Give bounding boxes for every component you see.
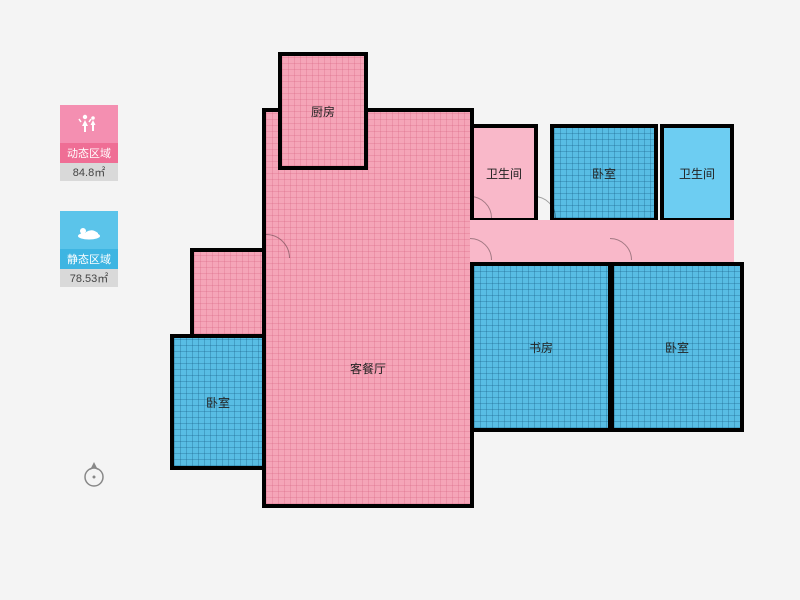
room-label: 厨房 <box>311 103 335 120</box>
room-kitchen: 厨房 <box>278 52 368 170</box>
compass-icon <box>80 460 108 488</box>
room-living_ext <box>190 248 270 338</box>
legend: 动态区域 84.8㎡ 静态区域 78.53㎡ <box>60 105 118 317</box>
room-label: 卧室 <box>665 339 689 356</box>
static-zone-value: 78.53㎡ <box>60 269 118 287</box>
room-corridor <box>470 220 734 266</box>
room-bed_left: 卧室 <box>170 334 266 470</box>
room-label: 客餐厅 <box>350 360 386 377</box>
room-label: 卫生间 <box>486 165 522 182</box>
dynamic-zone-label: 动态区域 <box>60 143 118 163</box>
dynamic-zone-icon <box>60 105 118 143</box>
dynamic-zone-value: 84.8㎡ <box>60 163 118 181</box>
room-bed_right: 卧室 <box>610 262 744 432</box>
static-zone-icon <box>60 211 118 249</box>
sleep-icon <box>76 220 102 240</box>
room-bed_top: 卧室 <box>550 124 658 222</box>
static-zone-label: 静态区域 <box>60 249 118 269</box>
floorplan: 客餐厅厨房卫生间卧室卫生间书房卧室卧室 <box>170 48 750 528</box>
room-study: 书房 <box>470 262 612 432</box>
room-label: 卧室 <box>206 394 230 411</box>
people-icon <box>77 112 101 136</box>
room-bath2: 卫生间 <box>660 124 734 222</box>
room-label: 卧室 <box>592 165 616 182</box>
room-label: 书房 <box>529 339 553 356</box>
room-label: 卫生间 <box>679 165 715 182</box>
